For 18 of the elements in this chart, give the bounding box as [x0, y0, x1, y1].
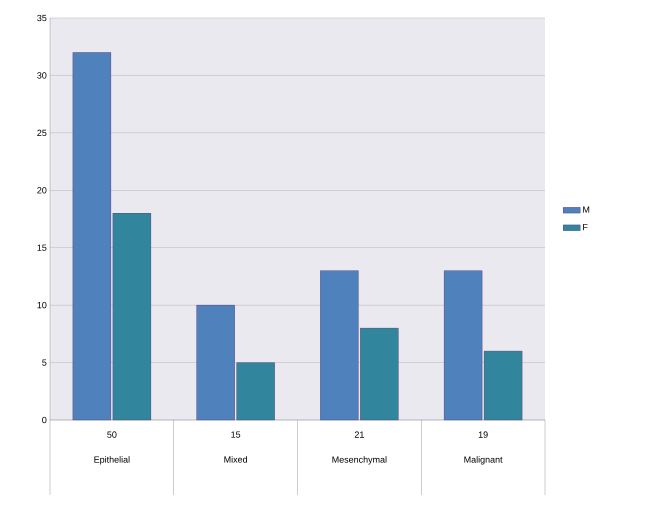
x-tick-label: Mesenchymal — [332, 456, 386, 465]
y-tick-label: 20 — [37, 187, 46, 194]
y-tick-label: 0 — [42, 416, 46, 424]
total-label: 15 — [231, 431, 240, 438]
y-tick-label: 5 — [42, 359, 46, 366]
y-tick-label: 30 — [37, 72, 46, 79]
legend-label: M — [583, 206, 590, 213]
y-tick-label: 25 — [37, 130, 46, 136]
legend-label: F — [583, 224, 588, 230]
x-tick-label: Epithelial — [94, 456, 130, 465]
y-tick-label: 15 — [38, 244, 46, 251]
total-label: 50 — [107, 431, 117, 438]
y-tick-label: 10 — [38, 302, 46, 308]
x-tick-label: Mixed — [224, 456, 247, 463]
x-tick-label: Malignant — [464, 456, 502, 465]
total-label: 19 — [478, 431, 488, 438]
total-label: 21 — [354, 431, 364, 438]
y-tick-label: 35 — [37, 14, 46, 22]
